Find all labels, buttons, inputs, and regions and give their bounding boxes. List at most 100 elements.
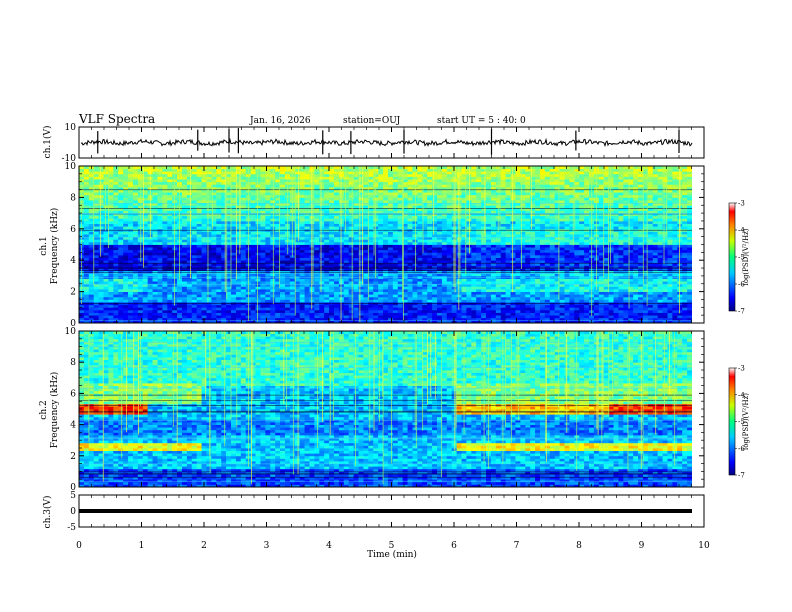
spectrogram-cell	[186, 288, 193, 292]
spectrogram-cell	[466, 281, 472, 285]
spectrogram-cell	[142, 273, 149, 277]
spectrogram-cell	[206, 294, 212, 298]
spectrogram-cell	[265, 166, 271, 170]
spectrogram-cell	[432, 309, 438, 313]
spectrogram-cell	[456, 189, 462, 193]
spectrogram-cell	[432, 247, 438, 251]
spectrogram-cell	[196, 166, 202, 170]
spectrogram-cell	[79, 304, 85, 308]
spectrogram-cell	[378, 304, 384, 308]
spectrogram-cell	[412, 220, 418, 224]
spectrogram-cell	[191, 210, 198, 214]
spectrogram-cell	[358, 296, 364, 300]
spectrogram-cell	[181, 268, 188, 272]
spectrogram-cell	[142, 184, 149, 188]
spectrogram-cell	[353, 286, 359, 290]
spectrogram-cell	[216, 312, 222, 316]
spectrogram-cell	[280, 312, 286, 316]
spectrogram-cell	[412, 181, 418, 185]
spectrogram-cell	[392, 304, 399, 308]
spectrogram-cell	[319, 291, 325, 295]
spectrogram-cell	[358, 262, 364, 266]
spectrogram-cell	[83, 194, 90, 198]
spectrogram-cell	[113, 192, 119, 196]
spectrogram-cell	[147, 283, 153, 287]
spectrogram-cell	[123, 257, 129, 261]
spectrogram-cell	[250, 268, 256, 272]
spectrogram-cell	[363, 210, 369, 214]
spectrogram-cell	[358, 307, 364, 311]
spectrogram-cell	[142, 254, 149, 258]
spectrogram-cell	[461, 207, 467, 211]
spectrogram-cell	[294, 215, 301, 219]
spectrogram-cell	[157, 220, 163, 224]
spectrogram-cell	[191, 244, 198, 248]
spectrogram-cell	[211, 320, 217, 324]
spectrogram-cell	[427, 207, 433, 211]
spectrogram-cell	[260, 262, 266, 266]
spectrogram-cell	[422, 200, 428, 204]
spectrogram-cell	[329, 189, 335, 193]
spectrogram-cell	[383, 200, 389, 204]
spectrogram-cell	[221, 234, 227, 238]
spectrogram-cell	[334, 241, 340, 245]
spectrogram-cell	[157, 249, 163, 253]
spectrogram-cell	[461, 278, 467, 282]
spectrogram-cell	[265, 220, 271, 224]
spectrogram-cell	[240, 247, 247, 251]
spectrogram-cell	[196, 241, 202, 245]
spectrogram-cell	[270, 307, 276, 311]
spectrogram-cell	[427, 320, 433, 324]
spectrogram-cell	[378, 244, 384, 248]
spectrogram-cell	[280, 176, 286, 180]
spectrogram-cell	[88, 244, 95, 248]
spectrogram-cell	[255, 176, 261, 180]
spectrogram-cell	[461, 234, 467, 238]
spectrogram-cell	[235, 186, 242, 190]
spectrogram-cell	[181, 244, 188, 248]
spectrogram-cell	[314, 299, 320, 303]
spectrogram-cell	[83, 179, 90, 183]
spectrogram-cell	[334, 249, 340, 253]
spectrogram-cell	[113, 257, 119, 261]
spectrogram-cell	[422, 294, 428, 298]
spectrogram-cell	[294, 192, 301, 196]
spectrogram-cell	[231, 207, 237, 211]
spectrogram-cell	[387, 226, 394, 230]
spectrogram-cell	[280, 249, 286, 253]
spectrogram-cell	[363, 241, 369, 245]
spectrogram-cell	[147, 286, 153, 290]
spectrogram-cell	[451, 223, 457, 227]
spectrogram-cell	[275, 213, 281, 217]
spectrogram-cell	[353, 299, 359, 303]
spectrogram-cell	[186, 249, 193, 253]
spectrogram-cell	[79, 317, 85, 321]
spectrogram-cell	[270, 309, 276, 313]
spectrogram-cell	[103, 283, 109, 287]
spectrogram-cell	[196, 286, 202, 290]
spectrogram-cell	[363, 192, 369, 196]
spectrogram-cell	[260, 286, 266, 290]
spectrogram-cell	[103, 181, 109, 185]
spectrogram-cell	[196, 231, 202, 235]
spectrogram-cell	[412, 168, 418, 172]
spectrogram-cell	[123, 288, 129, 292]
spectrogram-cell	[226, 171, 232, 175]
spectrogram-cell	[338, 291, 345, 295]
spectrogram-cell	[314, 181, 320, 185]
spectrogram-cell	[407, 260, 413, 264]
spectrogram-cell	[363, 286, 369, 290]
spectrogram-cell	[383, 179, 389, 183]
spectrogram-cell	[206, 273, 212, 277]
spectrogram-cell	[191, 168, 198, 172]
spectrogram-cell	[93, 181, 100, 185]
spectrogram-cell	[132, 194, 139, 198]
spectrogram-cell	[363, 283, 369, 287]
spectrogram-cell	[231, 247, 237, 251]
spectrogram-cell	[275, 186, 281, 190]
spectrogram-cell	[471, 286, 477, 290]
spectrogram-cell	[363, 171, 369, 175]
spectrogram-cell	[456, 194, 462, 198]
spectrogram-cell	[343, 239, 350, 243]
spectrogram-cell	[221, 179, 227, 183]
